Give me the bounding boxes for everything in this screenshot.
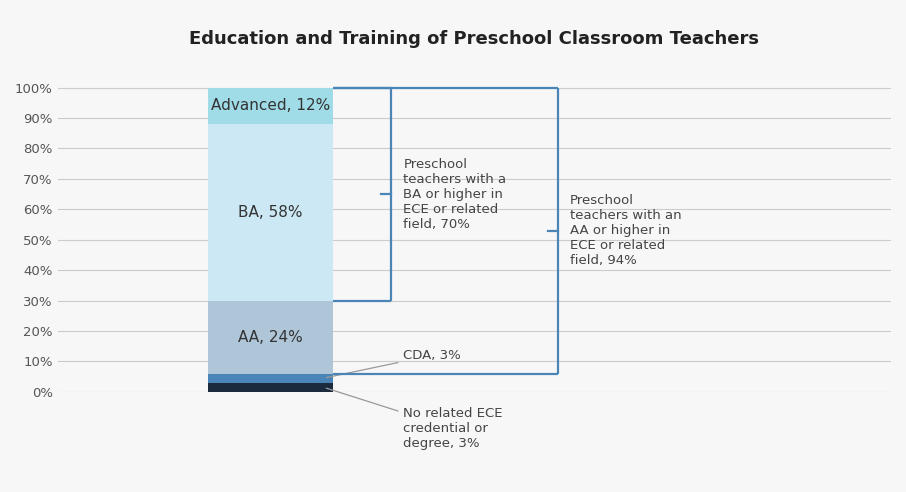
- Bar: [208, 301, 333, 373]
- Bar: [208, 373, 333, 383]
- Title: Education and Training of Preschool Classroom Teachers: Education and Training of Preschool Clas…: [189, 30, 759, 48]
- Text: Preschool
teachers with a
BA or higher in
ECE or related
field, 70%: Preschool teachers with a BA or higher i…: [403, 157, 506, 231]
- Bar: [208, 124, 333, 301]
- Bar: [208, 383, 333, 392]
- Text: AA, 24%: AA, 24%: [238, 330, 303, 344]
- Text: No related ECE
credential or
degree, 3%: No related ECE credential or degree, 3%: [326, 388, 503, 450]
- Bar: [208, 88, 333, 124]
- Text: CDA, 3%: CDA, 3%: [326, 349, 461, 377]
- Text: Preschool
teachers with an
AA or higher in
ECE or related
field, 94%: Preschool teachers with an AA or higher …: [570, 194, 681, 267]
- Text: BA, 58%: BA, 58%: [238, 205, 303, 220]
- Text: Advanced, 12%: Advanced, 12%: [211, 98, 330, 113]
